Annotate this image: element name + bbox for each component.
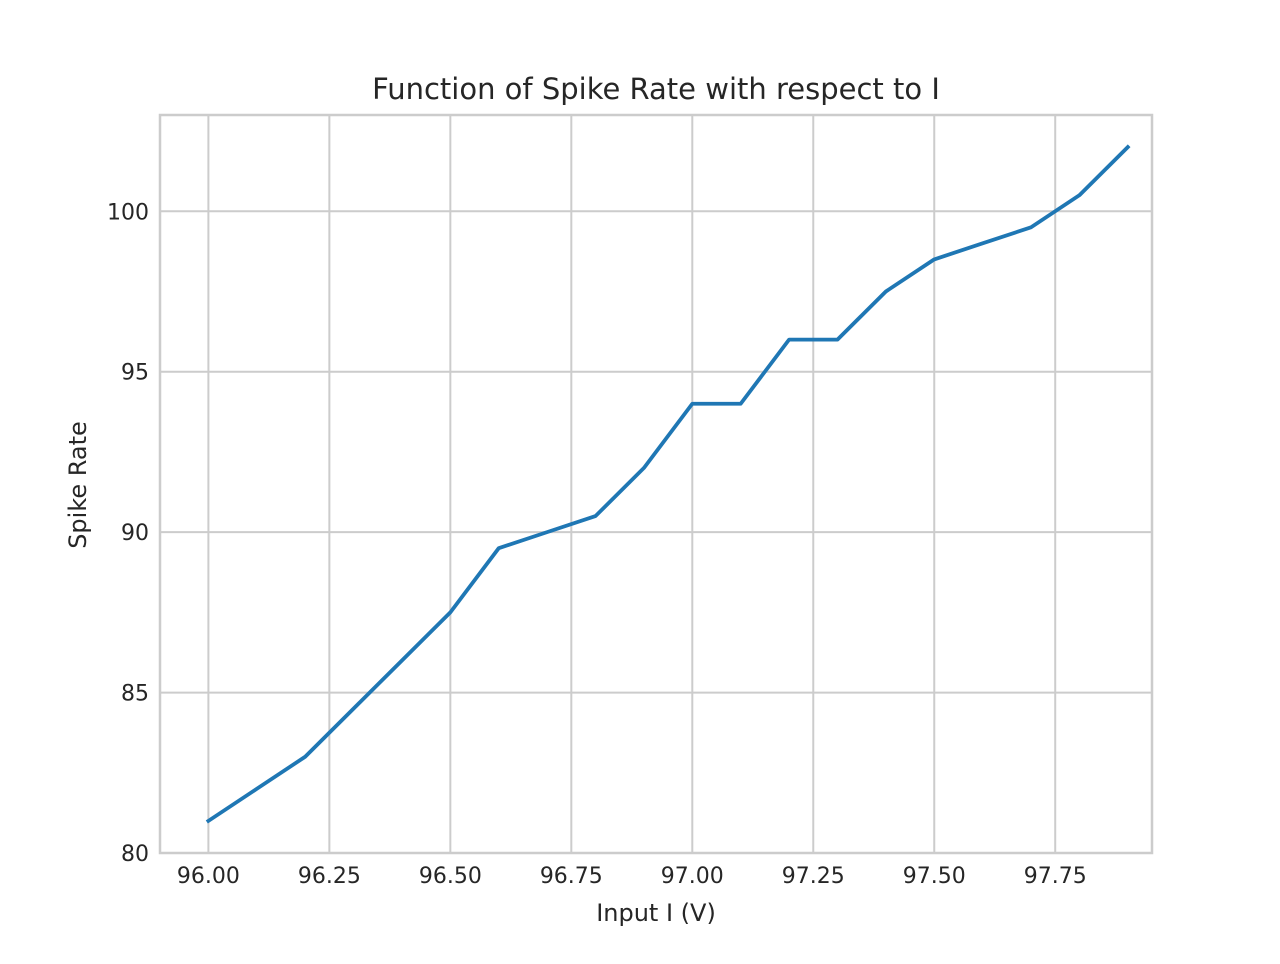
y-tick-label: 85 [121,682,149,707]
x-axis-label: Input I (V) [596,899,716,927]
y-axis-label: Spike Rate [64,421,92,549]
x-tick-label: 97.00 [661,864,724,889]
plot-frame [158,113,1154,855]
series-line [205,144,1131,824]
x-tick-label: 96.25 [298,864,361,889]
x-tick-label: 96.75 [540,864,603,889]
y-tick-label: 80 [121,842,149,867]
series-layer [205,144,1131,824]
x-tick-label: 96.00 [177,864,240,889]
y-tick-label: 95 [121,361,149,386]
x-tick-label: 97.75 [1024,864,1087,889]
chart-title: Function of Spike Rate with respect to I [372,72,940,106]
x-tick-label: 96.50 [419,864,482,889]
x-tick-label: 97.25 [782,864,845,889]
y-tick-label: 90 [121,521,149,546]
grid-lines [160,115,1152,854]
x-tick-label: 97.50 [903,864,966,889]
y-tick-label: 100 [107,200,149,225]
tick-labels: 96.00 96.25 96.50 96.75 97.00 97.25 97.50 97.75… [107,200,1087,889]
